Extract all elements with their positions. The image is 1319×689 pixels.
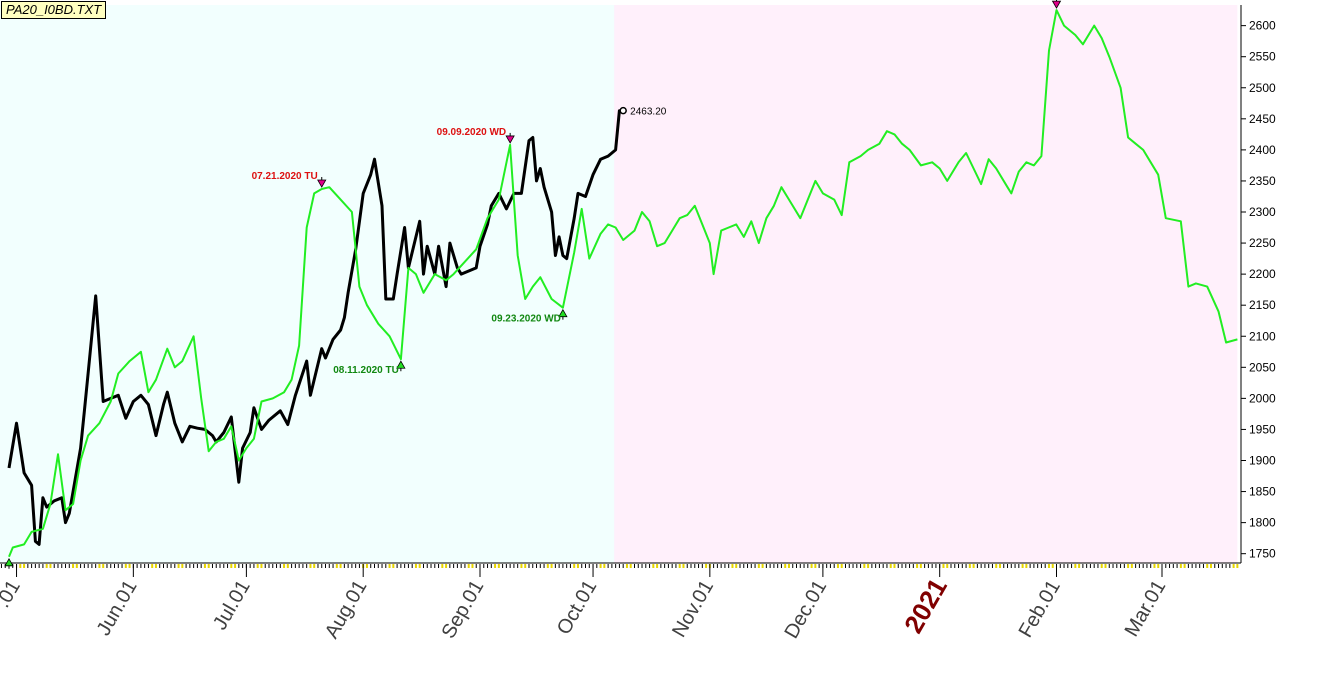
- pivot-low-arrow: [558, 308, 568, 318]
- y-tick-label: 2000: [1249, 391, 1276, 405]
- pivot-low-label: 09.23.2020 WD: [491, 314, 561, 325]
- y-tick-label: 2200: [1249, 267, 1276, 281]
- y-tick-label: 1750: [1249, 547, 1276, 561]
- pivot-low-arrow: [396, 360, 406, 369]
- y-tick-label: 2550: [1249, 50, 1276, 64]
- y-tick-label: 2050: [1249, 360, 1276, 374]
- y-tick-label: 2350: [1249, 174, 1276, 188]
- last-value-dot: [619, 106, 627, 115]
- pivot-high-arrow: [1051, 0, 1062, 9]
- pivot-high-label: 02.01.2021 MO: [984, 0, 1053, 3]
- y-tick-label: 1850: [1249, 485, 1276, 499]
- pivot-markers: 2463.20 07.21.2020 TU 09.09.2020 WD 02.01.2…: [4, 0, 1062, 569]
- series-line-green: [8, 9, 1238, 558]
- last-value-label: 2463.20: [630, 107, 667, 118]
- month-label: Dec.01: [780, 577, 831, 643]
- pivot-high-label: 07.21.2020 TU: [252, 171, 318, 182]
- y-tick-label: 2400: [1249, 143, 1276, 157]
- pivot-high-label: 09.09.2020 WD: [437, 127, 507, 138]
- series-lines: [7, 9, 1238, 558]
- month-label: Aug.01: [321, 577, 372, 643]
- y-tick-label: 2600: [1249, 19, 1276, 33]
- y-tick-label: 2150: [1249, 298, 1276, 312]
- y-tick-label: 2450: [1249, 112, 1276, 126]
- y-tick-label: 1800: [1249, 516, 1276, 530]
- price-axis: 1750 1800 1850 1900 1950 2000 2050 2100 2150 2200…: [0, 5, 1276, 564]
- time-axis: .01 Jun.01 Jul.01 Aug.01 Sep.01 Oct.01 Nov.01 D…: [0, 564, 1239, 643]
- month-label: Jul.01: [209, 577, 255, 634]
- background-shading: [0, 5, 1238, 563]
- pivot-high-arrow: [317, 179, 327, 188]
- y-tick-label: 2500: [1249, 81, 1276, 95]
- y-tick-label: 2300: [1249, 205, 1276, 219]
- month-label: Nov.01: [668, 577, 718, 642]
- shade-region-0: [0, 5, 624, 563]
- y-tick-label: 2100: [1249, 329, 1276, 343]
- pivot-high-arrow: [505, 135, 515, 144]
- pivot-low-label: 08.11.2020 TU: [333, 365, 399, 376]
- year-label: 2021: [898, 573, 953, 638]
- y-tick-label: 2250: [1249, 236, 1276, 250]
- file-name-label: PA20_I0BD.TXT: [1, 1, 107, 19]
- month-label: Oct.01: [553, 577, 602, 639]
- y-tick-label: 1950: [1249, 422, 1276, 436]
- month-label: Sep.01: [438, 577, 489, 643]
- pivot-low-arrow: [4, 557, 14, 567]
- month-label: Mar.01: [1121, 577, 1171, 641]
- month-label: Feb.01: [1015, 577, 1065, 642]
- series-line-black: [7, 109, 624, 546]
- shade-region-1: [614, 5, 1238, 563]
- y-tick-label: 1900: [1249, 453, 1276, 467]
- month-label: .01: [0, 577, 25, 612]
- month-label: Jun.01: [93, 577, 142, 640]
